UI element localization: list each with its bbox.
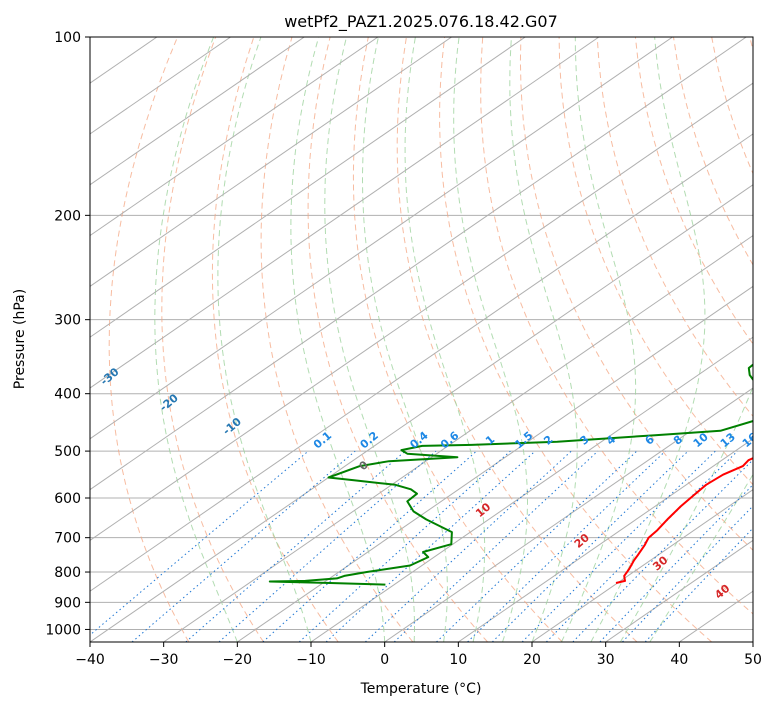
isotherm-line — [605, 539, 753, 642]
plot-frame — [89, 36, 754, 643]
moist-adiabat-line — [404, 37, 486, 642]
tick-layer: −40 −30 −20 −10 0 10 20 30 40 50 100 200 300 400 500 60… — [45, 30, 762, 668]
moist-adiabat-line — [649, 473, 753, 642]
dry-adiabat-label: -40 — [43, 332, 67, 355]
dry-adiabat-line — [108, 37, 190, 642]
mixing-ratio-label: 20 — [764, 430, 775, 450]
y-tick-label: 600 — [54, 491, 81, 507]
isotherm-line — [90, 133, 753, 592]
mixing-ratio-line — [622, 505, 753, 642]
mixing-ratio-line — [90, 450, 309, 636]
isotherm-line — [90, 37, 673, 440]
isotherm-line — [90, 184, 753, 642]
x-tick-label: −30 — [149, 652, 179, 668]
mixing-ratio-line — [131, 450, 356, 642]
isotherm-line — [90, 37, 526, 338]
moist-adiabat-line — [290, 37, 386, 642]
dry-adiabat-line — [749, 37, 753, 53]
series-layer — [268, 363, 753, 586]
dry-adiabat-line — [211, 37, 339, 642]
moist-adiabat-line — [509, 37, 578, 642]
y-tick-label: 900 — [54, 595, 81, 611]
y-axis-label: Pressure (hPa) — [12, 289, 28, 389]
moist-adiabat-line — [154, 37, 238, 642]
isotherm-line — [163, 234, 753, 642]
y-tick-label: 800 — [54, 565, 81, 581]
grid-layer — [90, 37, 753, 642]
x-tick-label: 10 — [449, 652, 467, 668]
y-tick-label: 100 — [54, 30, 81, 46]
moist-adiabat-line — [561, 37, 637, 642]
moist-adiabat-line — [362, 37, 448, 642]
x-tick-label: 40 — [670, 652, 688, 668]
isotherm-line — [384, 387, 753, 642]
isotherm-line — [90, 37, 452, 287]
temperature-profile-line — [615, 457, 753, 584]
dewpoint-profile-line — [268, 363, 753, 586]
dry-adiabat-line — [161, 37, 264, 642]
x-axis-label: Temperature (°C) — [360, 681, 482, 697]
mixing-ratio-line — [262, 450, 477, 642]
plot-area — [90, 37, 753, 642]
isotherm-line — [90, 37, 600, 389]
mixing-ratio-line — [572, 459, 753, 642]
dry-adiabat-line — [307, 37, 488, 642]
isotherm-line — [90, 37, 305, 186]
isotherm-line — [90, 37, 747, 491]
moist-adiabat-line — [453, 37, 528, 642]
mixing-ratio-line — [436, 450, 638, 642]
mixing-ratio-line — [644, 527, 753, 642]
isotherm-line — [90, 82, 753, 541]
dry-adiabat-line — [480, 37, 753, 615]
mixing-ratio-line — [599, 483, 753, 642]
y-tick-label: 400 — [54, 387, 81, 403]
x-tick-label: −20 — [223, 652, 253, 668]
chart-title: wetPf2_PAZ1.2025.076.18.42.G07 — [284, 12, 558, 32]
dry-adiabat-line — [519, 37, 753, 551]
x-tick-label: 30 — [597, 652, 615, 668]
y-tick-label: 700 — [54, 531, 81, 547]
mixing-ratio-line — [393, 450, 599, 642]
isotherm-line — [90, 37, 379, 237]
x-tick-label: −10 — [296, 652, 326, 668]
x-tick-label: 20 — [523, 652, 541, 668]
isotherm-line — [531, 488, 753, 642]
isotherm-line — [458, 438, 753, 642]
isotherm-line — [237, 285, 753, 642]
dry-adiabat-line — [634, 37, 753, 345]
y-tick-label: 500 — [54, 444, 81, 460]
y-tick-label: 300 — [54, 313, 81, 329]
dry-adiabat-line — [396, 37, 638, 642]
y-tick-label: 200 — [54, 208, 81, 224]
mixing-ratio-line — [364, 450, 572, 642]
x-tick-label: −40 — [75, 652, 105, 668]
moist-adiabat-line — [324, 37, 415, 642]
y-tick-label: 1000 — [45, 622, 81, 638]
mixing-ratio-line — [218, 450, 437, 642]
mixing-ratio-line — [467, 450, 666, 642]
x-tick-label: 0 — [380, 652, 389, 668]
isotherm-line — [310, 336, 753, 642]
x-tick-label: 50 — [744, 652, 762, 668]
isotherm-line — [752, 641, 753, 642]
moist-adiabat-line — [590, 37, 706, 642]
